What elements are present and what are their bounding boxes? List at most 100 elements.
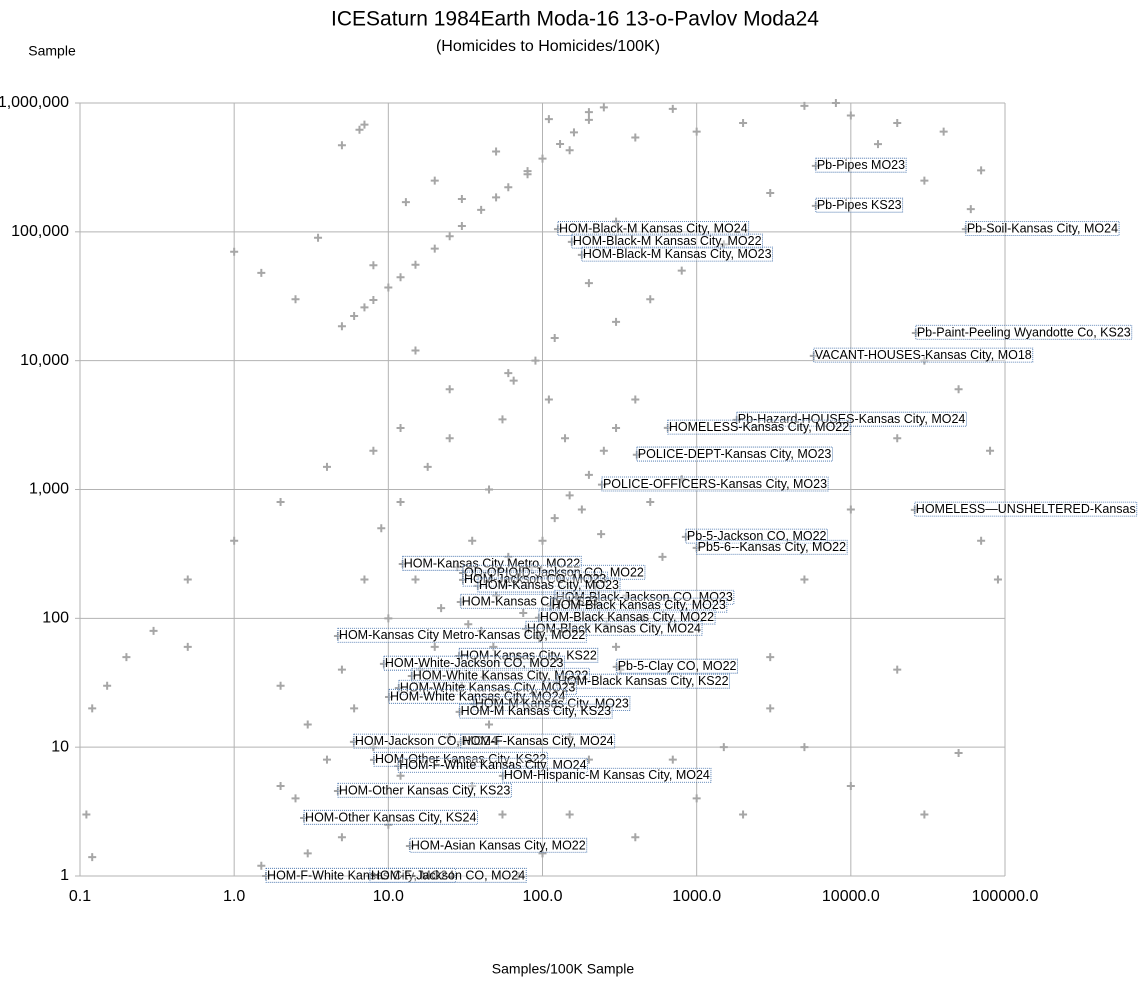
annotation-box (409, 837, 588, 853)
annotation-label: HOM-Jackson CO, MO23 (464, 572, 606, 586)
point (692, 794, 701, 803)
annotation: HOM-M Kansas City, MO23 (473, 695, 631, 711)
point (457, 681, 466, 690)
point (584, 755, 593, 764)
point (800, 575, 809, 584)
annotation-label: Pb-5-Jackson CO, MO22 (687, 529, 827, 543)
point (350, 704, 359, 713)
point (437, 604, 446, 613)
point (954, 385, 963, 394)
point (538, 536, 547, 545)
point (504, 183, 513, 192)
point (360, 575, 369, 584)
x-tick-label: 100.0 (522, 888, 562, 905)
point (502, 581, 511, 590)
y-tick-label: 10,000 (20, 352, 69, 369)
point (369, 295, 378, 304)
point (355, 125, 364, 134)
point (550, 333, 559, 342)
annotation: Pb-Hazard-HOUSES-Kansas City, MO24 (736, 411, 967, 427)
annotation-label: HOM-Black Kansas City, MO23 (552, 598, 726, 612)
grid: 1 10 100 1,000 10,000 100,000 1,000,000 0.1 1.0 1… (0, 94, 1038, 905)
annotation-box (462, 571, 608, 587)
annotation-box (815, 157, 907, 173)
annotation: HOM-White Kansas City, MO24 (388, 688, 567, 704)
point (276, 497, 285, 506)
point (322, 462, 331, 471)
point (893, 118, 902, 127)
annotation-label: HOMELESS-Kansas City, MO22 (669, 420, 849, 434)
annotation-box (915, 324, 1133, 340)
point (920, 356, 929, 365)
point (719, 743, 728, 752)
annotation: HOM-White Kansas City, MO22 (411, 667, 590, 683)
annotation-box (696, 539, 848, 555)
point (920, 810, 929, 819)
annotation-label: HOM-M Kansas City, KS23 (461, 704, 612, 718)
annotation-label: HOM-F-Kansas City, MO24 (462, 734, 614, 748)
annotation: HOM-Kansas City, MO23 (477, 577, 621, 593)
point (423, 462, 432, 471)
annotation-box (353, 733, 499, 749)
point (538, 154, 547, 163)
point (591, 581, 600, 590)
chart-title: ICESaturn 1984Earth Moda-16 13-o-Pavlov … (331, 8, 819, 31)
point (800, 101, 809, 110)
annotation-label: HOM-F-White Kansas City, MO24 (267, 868, 454, 882)
annotation: HOM-Asian Kansas City, MO22 (409, 837, 588, 853)
annotation-label: HOM-M Kansas City, MO23 (475, 696, 629, 710)
point (411, 575, 420, 584)
point (445, 385, 454, 394)
annotation-label: POLICE-OFFICERS-Kansas City, MO23 (603, 477, 827, 491)
point (599, 103, 608, 112)
point (504, 369, 513, 378)
point (612, 424, 621, 433)
point (445, 232, 454, 241)
annotation-box (667, 419, 851, 435)
annotation-box (556, 673, 731, 689)
point (485, 485, 494, 494)
annotation-box (736, 411, 967, 427)
annotation: HOM-Other Kansas City, KS23 (337, 782, 512, 798)
point (122, 653, 131, 662)
point (430, 176, 439, 185)
point (977, 536, 986, 545)
x-tick-label: 1.0 (223, 888, 245, 905)
point (445, 434, 454, 443)
annotation-box (550, 597, 728, 613)
point (384, 283, 393, 292)
point (88, 853, 97, 862)
annotation-box (337, 782, 512, 798)
annotation-label: Pb5-6--Kansas City, MO22 (698, 540, 846, 554)
point (396, 424, 405, 433)
annotation-box (458, 647, 599, 663)
annotation-label: HOM-Other Kansas City, KS24 (305, 810, 476, 824)
point (303, 720, 312, 729)
point (360, 120, 369, 129)
y-tick-label: 10 (51, 738, 69, 755)
point (411, 260, 420, 269)
annotation-box (383, 655, 565, 671)
annotation-label: HOM-Black Kansas City, MO24 (527, 621, 701, 635)
annotation: HOM-M Kansas City, KS23 (459, 703, 613, 719)
point (800, 743, 809, 752)
point (457, 221, 466, 230)
annotation-box (965, 221, 1120, 236)
point (846, 781, 855, 790)
annotation-label: HOM-Kansas City, KS22 (460, 648, 597, 662)
point (584, 470, 593, 479)
annotation-label: HOM-Other Kansas City, KS23 (339, 783, 510, 797)
point (369, 446, 378, 455)
annotation: HOM-Kansas City Metro-Kansas City, MO22 (337, 627, 587, 643)
point (498, 415, 507, 424)
annotation-box (402, 555, 582, 571)
point (646, 497, 655, 506)
point (514, 872, 523, 880)
annotation-box (397, 757, 589, 773)
annotation: Pb-5-Clay CO, MO22 (616, 658, 738, 674)
annotation-box (815, 197, 904, 213)
point (88, 704, 97, 713)
annotation-label: Pb-Soil-Kansas City, MO24 (967, 221, 1118, 235)
point (468, 536, 477, 545)
